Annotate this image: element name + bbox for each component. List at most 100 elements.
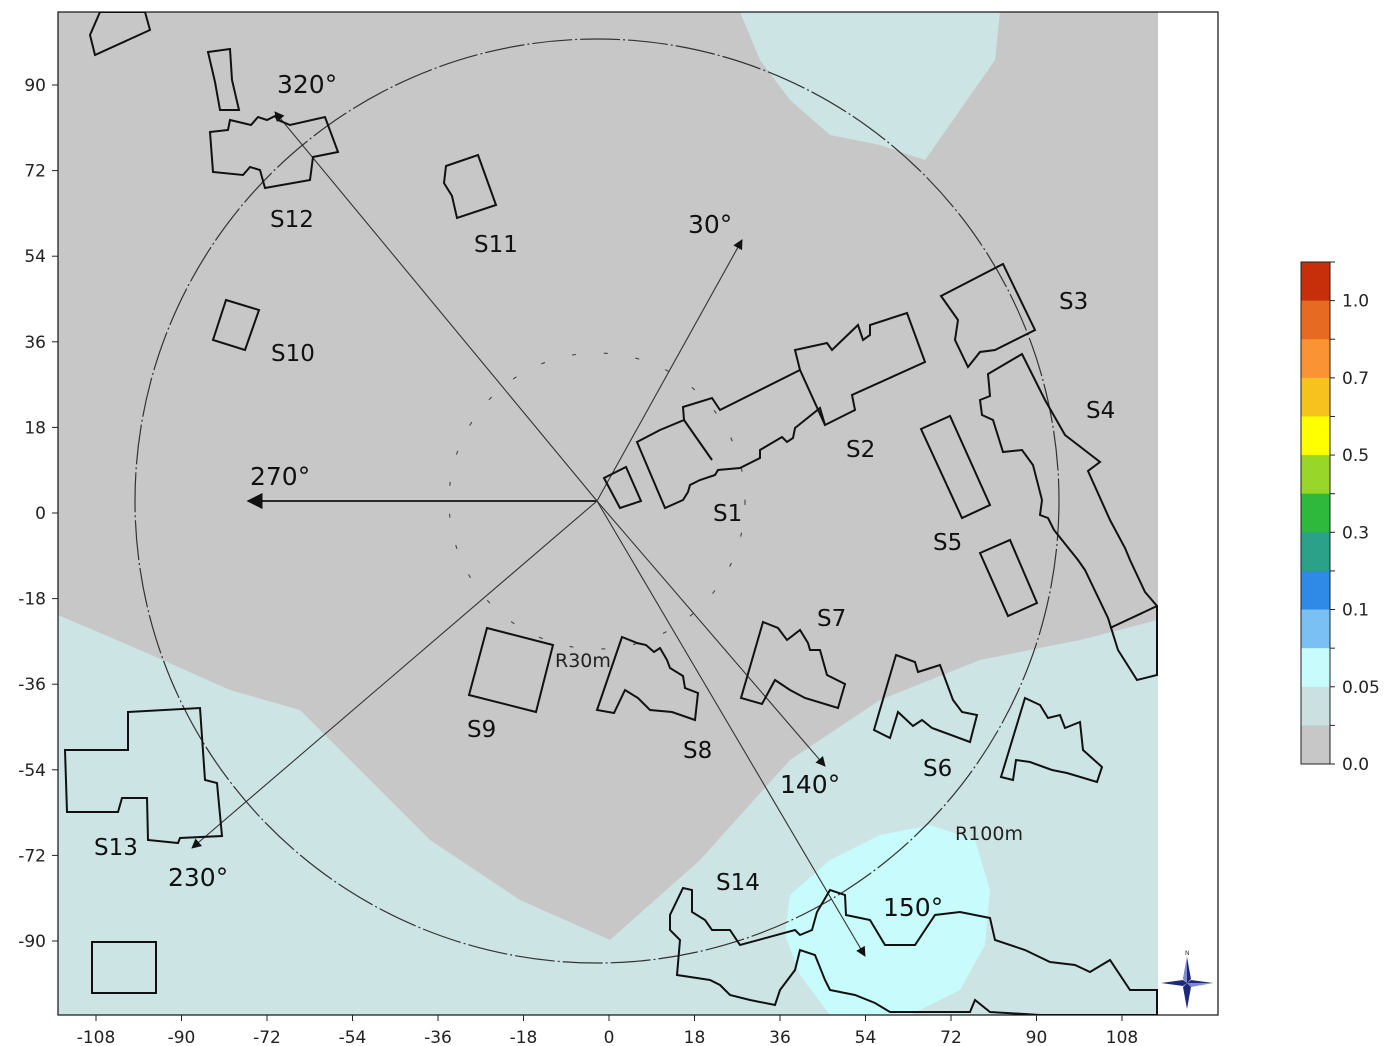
label-s12: S12	[270, 207, 314, 233]
label-s1: S1	[713, 501, 742, 527]
colorbar-swatch	[1301, 532, 1330, 572]
label-s8: S8	[683, 738, 712, 764]
y-tick-label: -36	[18, 675, 46, 695]
colorbar-label: 0.7	[1342, 369, 1369, 389]
colorbar-swatch	[1301, 725, 1330, 765]
arrow-140	[596, 500, 826, 767]
radius-circles	[134, 38, 1060, 964]
label-direction-320: 320°	[277, 70, 337, 99]
x-tick-label: 36	[769, 1028, 791, 1046]
colorbar-label: 0.1	[1342, 601, 1369, 621]
colorbar-ticks	[1330, 261, 1335, 765]
colorbar-swatch	[1301, 455, 1330, 495]
y-tick-label: -90	[18, 932, 46, 952]
building-s4-divider	[1109, 605, 1158, 629]
building-top-left-outline	[88, 12, 152, 57]
x-tick-label: -90	[168, 1028, 196, 1046]
colorbar-swatch	[1301, 416, 1330, 456]
building-s5b-outline	[978, 538, 1039, 618]
colorbar-label: 1.0	[1342, 292, 1369, 312]
y-tick-label: 0	[35, 504, 46, 524]
x-tick-label: 0	[604, 1028, 615, 1046]
building-s8-outline	[595, 635, 700, 722]
label-s13: S13	[94, 835, 138, 861]
label-direction-30: 30°	[688, 210, 732, 239]
building-s12-outline	[208, 114, 340, 190]
field-white-strip	[1158, 12, 1218, 1015]
building-outlines	[63, 12, 1158, 1015]
building-s6b-outline	[999, 696, 1104, 784]
y-tick-label: 36	[24, 333, 46, 353]
colorbar-swatch	[1301, 493, 1330, 533]
x-tick-label: -108	[77, 1028, 116, 1046]
colorbar-labels: 1.0 0.7 0.5 0.3 0.1 0.05 0.0	[1342, 292, 1380, 775]
direction-arrows	[191, 111, 866, 957]
building-s2-divider	[799, 369, 826, 426]
label-s9: S9	[467, 717, 496, 743]
colorbar-swatch	[1301, 262, 1330, 302]
svg-text:N: N	[1185, 950, 1190, 957]
label-direction-140: 140°	[780, 770, 840, 799]
label-s14: S14	[716, 870, 760, 896]
colorbar-frame	[1300, 261, 1331, 765]
colorbar-label: 0.05	[1342, 678, 1380, 698]
building-s7-outline	[739, 620, 847, 710]
y-tick-label: 18	[24, 418, 46, 438]
x-tick-label: 90	[1026, 1028, 1048, 1046]
colorbar-swatch	[1301, 300, 1330, 340]
circle-r100	[134, 38, 1060, 964]
x-axis: -108 -90 -72 -54 -36 -18 0 18 36 54 72 90 108	[77, 1015, 1138, 1046]
x-tick-label: -18	[510, 1028, 538, 1046]
compass-rose-icon: N	[1161, 950, 1213, 1009]
y-tick-label: 72	[24, 162, 46, 182]
label-radius-100m: R100m	[955, 823, 1023, 845]
building-s10-outline	[211, 298, 261, 352]
label-direction-270: 270°	[250, 462, 310, 491]
label-direction-150: 150°	[883, 893, 943, 922]
building-s13-outline	[63, 706, 224, 845]
building-s12b-outline	[206, 47, 241, 111]
colorbar-swatch	[1301, 377, 1330, 417]
y-axis: 90 72 54 36 18 0 -18 -36 -54 -72 -90	[18, 76, 58, 952]
label-s2: S2	[846, 437, 875, 463]
colorbar-label: 0.5	[1342, 446, 1369, 466]
y-tick-label: -18	[18, 590, 46, 610]
label-s10: S10	[271, 341, 315, 367]
building-s1-divider	[683, 419, 713, 461]
arrow-230	[191, 500, 598, 849]
label-s7: S7	[817, 606, 846, 632]
building-bottom-left-outline	[91, 941, 157, 994]
field-zone-north	[740, 12, 1000, 160]
colorbar-label: 0.3	[1342, 523, 1369, 543]
label-direction-230: 230°	[168, 863, 228, 892]
y-tick-label: -54	[18, 761, 46, 781]
label-s5: S5	[933, 530, 962, 556]
x-tick-label: 18	[684, 1028, 706, 1046]
y-tick-label: 54	[24, 247, 46, 267]
label-s11: S11	[474, 232, 518, 258]
colorbar-swatch	[1301, 686, 1330, 726]
building-s6-outline	[872, 653, 979, 744]
colorbar-label: 0.0	[1342, 755, 1369, 775]
building-s11-outline	[442, 153, 498, 220]
building-s5a-outline	[919, 414, 992, 520]
building-s9-outline	[467, 626, 555, 714]
arrow-30	[596, 239, 743, 502]
y-tick-label: -72	[18, 846, 46, 866]
colorbar-swatch	[1301, 339, 1330, 379]
label-s4: S4	[1086, 398, 1115, 424]
x-tick-label: -36	[424, 1028, 452, 1046]
label-radius-30m: R30m	[555, 650, 611, 672]
building-s3-outline	[939, 262, 1037, 369]
direction-labels: 30° 140° 150° 230° 270° 320°	[168, 70, 943, 922]
building-labels: S1 S2 S3 S4 S5 S6 S7 S8 S9 S10 S11 S12 S…	[94, 207, 1115, 896]
building-s4-outline	[978, 352, 1158, 682]
arrow-320	[274, 111, 598, 502]
building-s0-outline	[602, 465, 643, 510]
concentration-field	[58, 12, 1218, 1015]
x-tick-label: -54	[339, 1028, 367, 1046]
y-tick-label: 90	[24, 76, 46, 96]
colorbar-swatches	[1301, 262, 1330, 765]
circle-r30	[448, 352, 746, 650]
